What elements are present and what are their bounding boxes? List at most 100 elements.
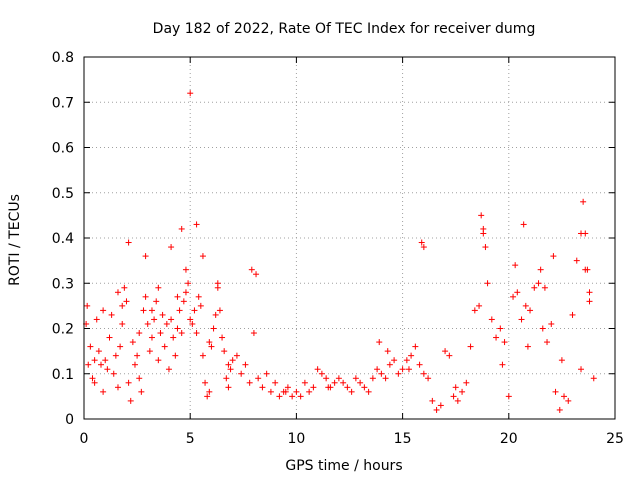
- data-point: [253, 271, 260, 278]
- data-point: [565, 397, 572, 404]
- data-point: [112, 352, 119, 359]
- data-point: [548, 320, 555, 327]
- data-point: [127, 397, 134, 404]
- x-axis: 0 5 10 15 20 25: [80, 57, 624, 447]
- y-tick-label: 0.2: [52, 322, 74, 338]
- data-point: [182, 289, 189, 296]
- data-point: [348, 388, 355, 395]
- data-point: [480, 225, 487, 232]
- data-point: [301, 379, 308, 386]
- data-point: [95, 348, 102, 355]
- data-point: [325, 384, 332, 391]
- data-point: [524, 343, 531, 350]
- data-point: [450, 393, 457, 400]
- y-tick-label: 0.4: [52, 231, 74, 247]
- data-point: [412, 343, 419, 350]
- data-point: [180, 298, 187, 305]
- data-point: [195, 293, 202, 300]
- data-point: [223, 375, 230, 382]
- x-tick-label: 15: [394, 431, 412, 447]
- data-point: [199, 253, 206, 260]
- data-point: [573, 257, 580, 264]
- data-point: [153, 298, 160, 305]
- data-point: [114, 384, 121, 391]
- data-point: [512, 262, 519, 269]
- data-point: [493, 334, 500, 341]
- data-point: [100, 388, 107, 395]
- data-point: [174, 293, 181, 300]
- data-point: [242, 361, 249, 368]
- data-point: [374, 366, 381, 373]
- data-point: [155, 284, 162, 291]
- data-point: [191, 307, 198, 314]
- data-point: [488, 316, 495, 323]
- data-point: [110, 370, 117, 377]
- data-point: [89, 375, 96, 382]
- data-point: [556, 406, 563, 413]
- data-point: [378, 370, 385, 377]
- data-point: [267, 388, 274, 395]
- data-point: [418, 239, 425, 246]
- data-point: [501, 339, 508, 346]
- data-point: [586, 298, 593, 305]
- data-point: [454, 397, 461, 404]
- data-point: [552, 388, 559, 395]
- data-point: [344, 384, 351, 391]
- data-point: [250, 330, 257, 337]
- data-point: [558, 357, 565, 364]
- data-point: [125, 379, 132, 386]
- data-point: [136, 375, 143, 382]
- data-point: [357, 379, 364, 386]
- data-point: [582, 230, 589, 237]
- data-point: [399, 366, 406, 373]
- y-tick-label: 0.7: [52, 95, 74, 111]
- y-tick-label: 0: [65, 412, 74, 428]
- data-point: [420, 370, 427, 377]
- x-tick-label: 25: [606, 431, 624, 447]
- data-point: [189, 320, 196, 327]
- data-point: [187, 316, 194, 323]
- data-point: [178, 225, 185, 232]
- data-point: [125, 239, 132, 246]
- data-point: [384, 348, 391, 355]
- data-point: [395, 370, 402, 377]
- data-point: [93, 316, 100, 323]
- data-point: [306, 388, 313, 395]
- data-point: [142, 253, 149, 260]
- data-point: [129, 339, 136, 346]
- data-point: [136, 330, 143, 337]
- data-point: [459, 388, 466, 395]
- data-point: [482, 244, 489, 251]
- chart-title: Day 182 of 2022, Rate Of TEC Index for r…: [153, 21, 536, 37]
- data-point: [161, 343, 168, 350]
- data-point: [544, 339, 551, 346]
- data-point: [187, 90, 194, 97]
- data-point: [229, 357, 236, 364]
- data-point: [91, 379, 98, 386]
- data-point: [537, 266, 544, 273]
- data-point: [168, 244, 175, 251]
- data-point: [108, 311, 115, 318]
- data-point: [442, 348, 449, 355]
- data-point: [467, 343, 474, 350]
- data-point: [484, 280, 491, 287]
- data-point: [282, 388, 289, 395]
- data-point: [361, 384, 368, 391]
- data-point: [131, 361, 138, 368]
- data-point: [121, 284, 128, 291]
- data-point: [539, 325, 546, 332]
- data-point: [214, 280, 221, 287]
- data-point: [550, 253, 557, 260]
- data-point: [297, 393, 304, 400]
- data-point: [425, 375, 432, 382]
- data-point: [119, 320, 126, 327]
- data-point: [405, 366, 412, 373]
- data-point: [246, 379, 253, 386]
- data-point: [123, 298, 130, 305]
- data-point: [293, 388, 300, 395]
- data-point: [391, 357, 398, 364]
- data-point: [580, 198, 587, 205]
- data-point: [104, 366, 111, 373]
- data-point: [478, 212, 485, 219]
